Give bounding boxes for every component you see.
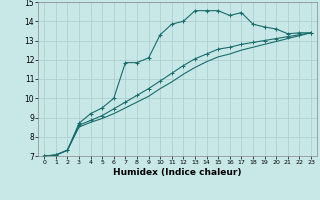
X-axis label: Humidex (Indice chaleur): Humidex (Indice chaleur) — [113, 168, 242, 177]
